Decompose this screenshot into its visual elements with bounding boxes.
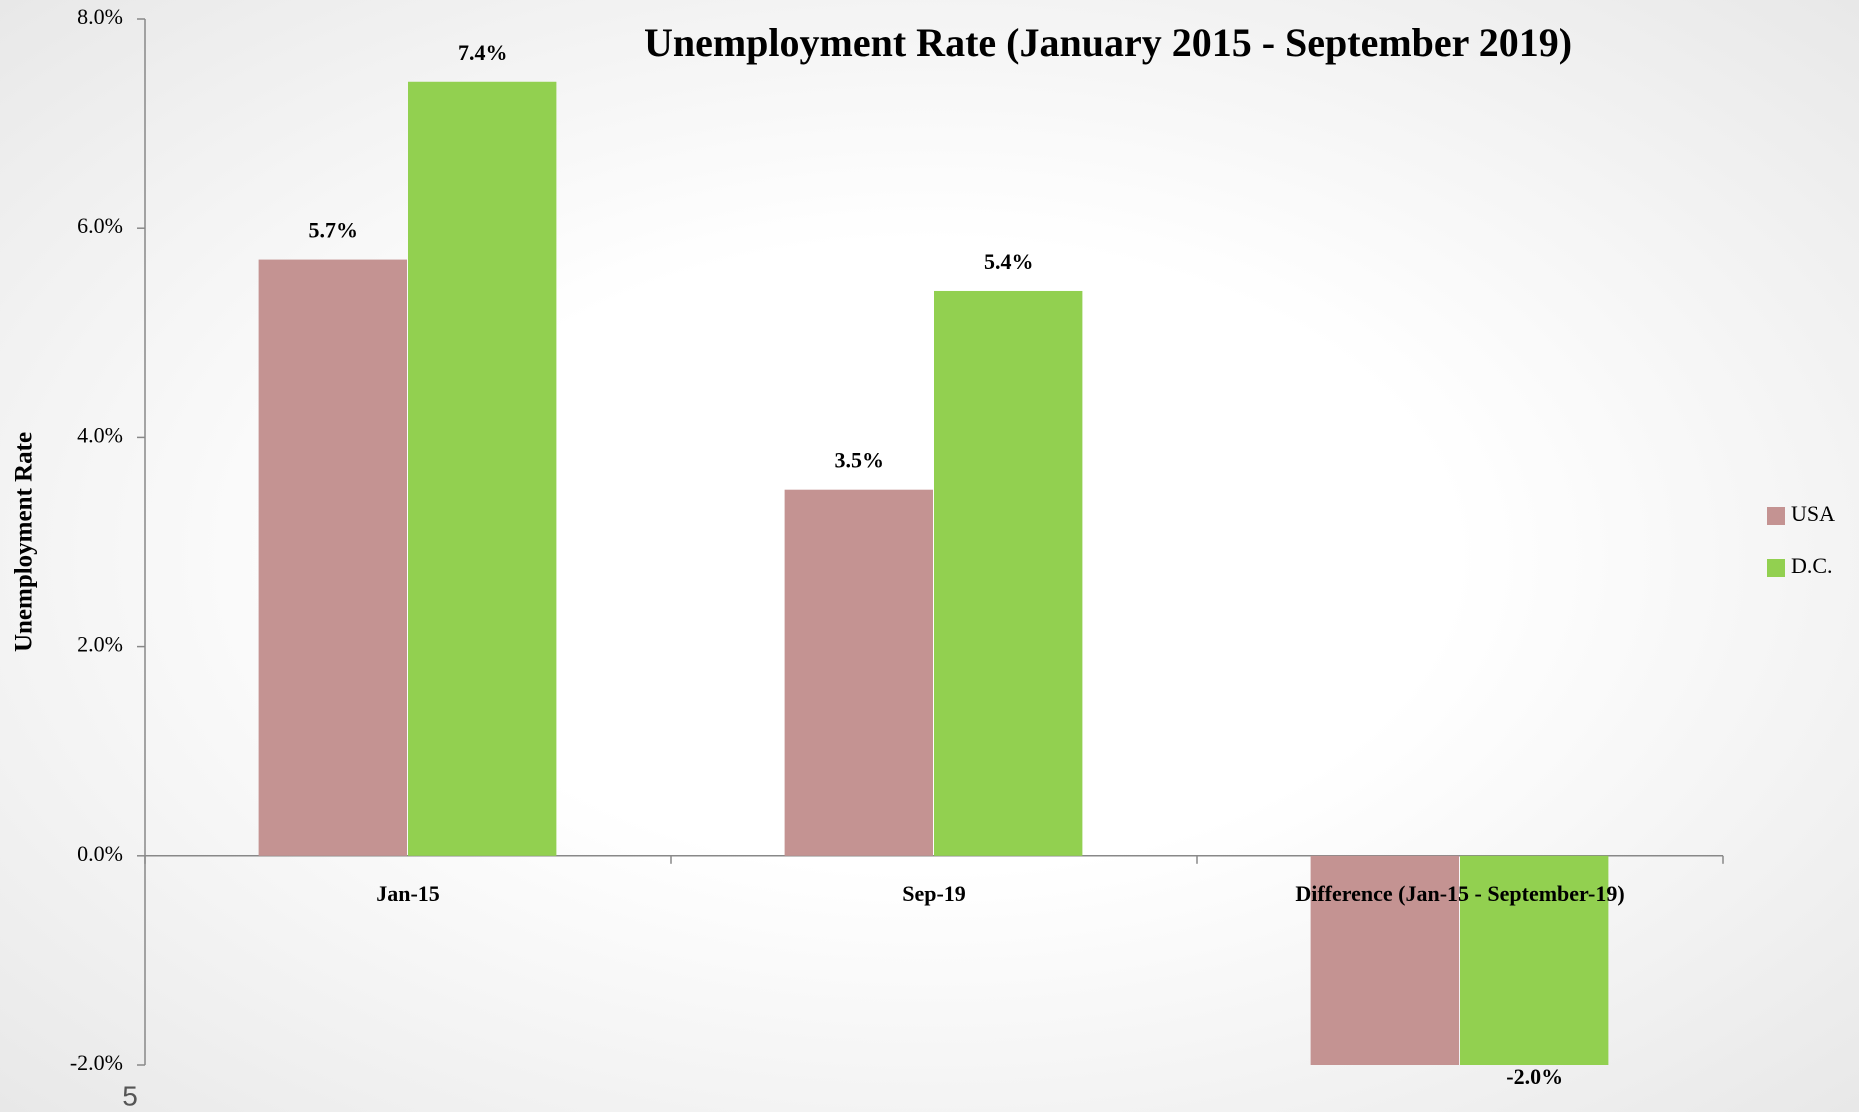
data-label: 7.4% xyxy=(458,40,508,65)
x-tick-label: Sep-19 xyxy=(902,881,966,906)
data-label: -2.0% xyxy=(1506,1064,1563,1089)
data-label: 3.5% xyxy=(835,448,885,473)
bar xyxy=(1460,855,1609,1065)
bar xyxy=(1310,855,1459,1065)
legend-label: USA xyxy=(1791,501,1835,526)
chart-title: Unemployment Rate (January 2015 - Septem… xyxy=(644,20,1572,65)
y-tick-label: 0.0% xyxy=(77,841,123,866)
bar xyxy=(934,290,1083,856)
bar xyxy=(258,259,407,856)
data-label: 5.7% xyxy=(309,218,359,243)
y-tick-label: 8.0% xyxy=(77,4,123,29)
bar xyxy=(784,489,933,856)
x-tick-label: Difference (Jan-15 - September-19) xyxy=(1295,881,1624,906)
legend-swatch xyxy=(1767,507,1785,525)
x-tick-label: Jan-15 xyxy=(376,881,440,906)
y-tick-label: 6.0% xyxy=(77,213,123,238)
legend-label: D.C. xyxy=(1791,553,1833,578)
legend-swatch xyxy=(1767,559,1785,577)
data-label: 5.4% xyxy=(984,249,1034,274)
y-axis-label: Unemployment Rate xyxy=(11,432,38,652)
bar xyxy=(408,81,557,856)
y-tick-label: 2.0% xyxy=(77,632,123,657)
y-tick-label: 4.0% xyxy=(77,422,123,447)
page-number: 5 xyxy=(122,1080,138,1111)
y-tick-label: -2.0% xyxy=(70,1050,123,1075)
